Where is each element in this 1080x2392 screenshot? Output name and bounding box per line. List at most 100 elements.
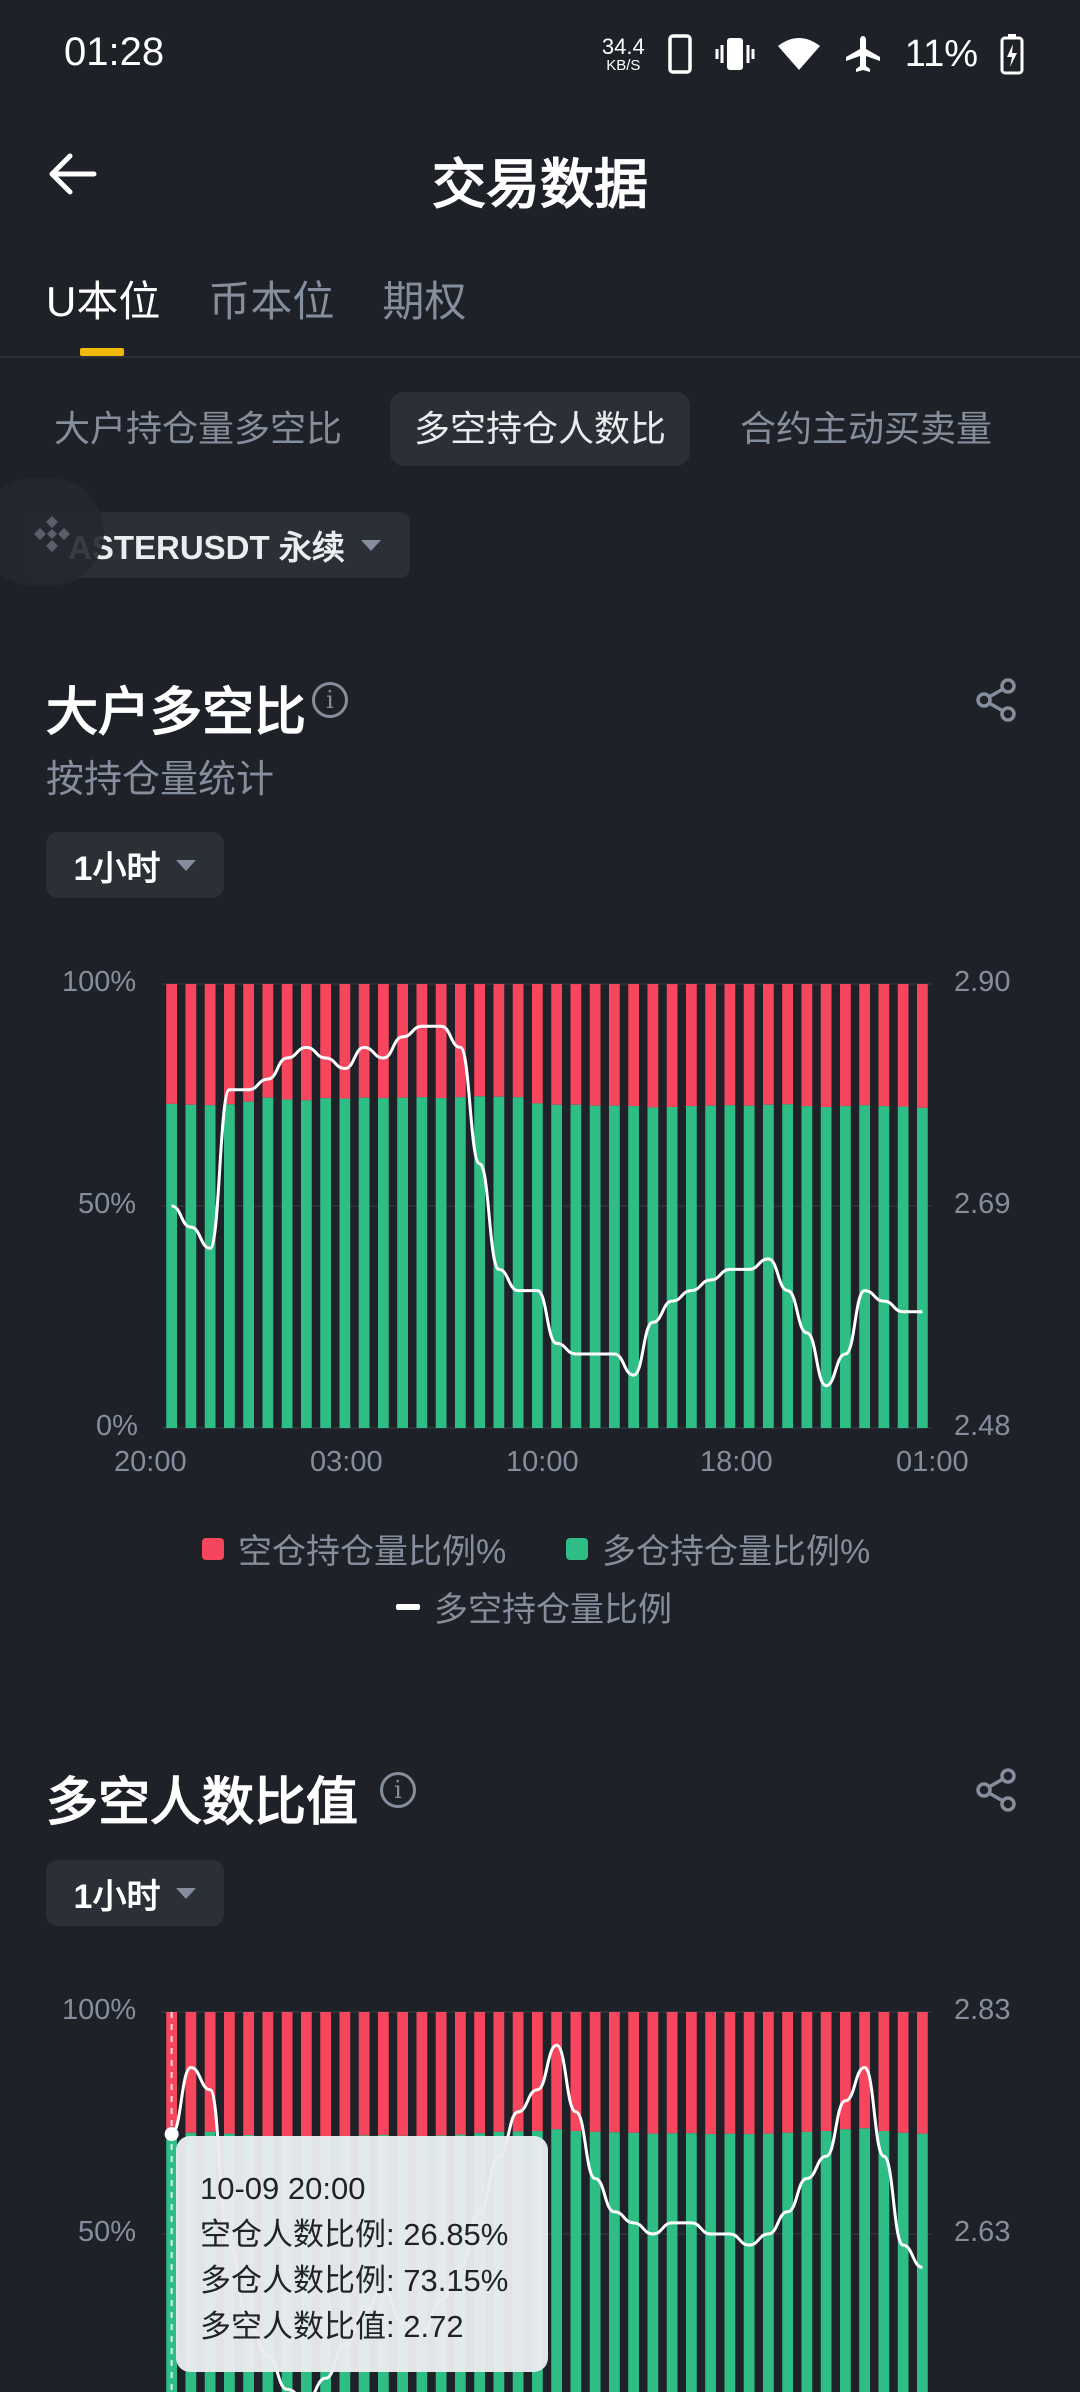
bar-long xyxy=(262,1097,274,1428)
share-icon[interactable] xyxy=(974,678,1018,722)
subtab-top-trader-position-ratio[interactable]: 大户持仓量多空比 xyxy=(54,408,343,449)
tab-u-margined[interactable]: U本位 xyxy=(46,278,161,325)
bar-long xyxy=(782,2132,794,2392)
bar-short xyxy=(281,2012,293,2138)
bar-long xyxy=(801,2131,813,2392)
left-tick-label: 100% xyxy=(62,966,137,998)
bar-long xyxy=(608,2132,620,2392)
bar-short xyxy=(782,984,794,1105)
legend-label-long: 多仓持仓量比例% xyxy=(602,1533,871,1571)
bar-long xyxy=(377,1098,389,1428)
active-tab-indicator xyxy=(80,348,124,356)
bar-short xyxy=(281,984,293,1100)
bar-short xyxy=(358,984,370,1098)
bar-short xyxy=(685,2012,697,2134)
symbol-selector[interactable]: ASTERUSDT 永续 xyxy=(30,512,410,578)
tab-coin-margined[interactable]: 币本位 xyxy=(208,278,335,325)
tooltip-time: 10-09 20:00 xyxy=(200,2171,366,2206)
bar-long xyxy=(916,2133,928,2392)
x-tick-label: 03:00 xyxy=(310,1446,383,1478)
bar-short xyxy=(320,2012,332,2138)
bar-short xyxy=(551,984,563,1105)
bar-long xyxy=(320,1098,332,1428)
info-icon[interactable]: i xyxy=(312,682,348,718)
bar-short xyxy=(743,2012,755,2135)
legend-label-ratio: 多空持仓量比例 xyxy=(434,1591,672,1629)
binance-logo-icon xyxy=(34,516,70,552)
bar-short xyxy=(724,2012,736,2134)
bar-short xyxy=(512,2012,524,2132)
section-title-top-trader-ratio: 大户多空比 xyxy=(46,684,307,742)
bar-short xyxy=(666,2012,678,2134)
bar-long xyxy=(743,2134,755,2392)
interval-selector[interactable]: 1小时 xyxy=(46,1860,224,1926)
bar-short xyxy=(531,2012,543,2131)
right-tick-label: 2.48 xyxy=(954,1410,1011,1442)
bar-short xyxy=(628,2012,640,2133)
interval-selector[interactable]: 1小时 xyxy=(46,832,224,898)
bar-long xyxy=(878,1106,890,1428)
tooltip-short-ratio: 空仓人数比例: 26.85% xyxy=(200,2217,509,2252)
chevron-down-icon xyxy=(176,859,197,871)
bar-short xyxy=(820,2012,832,2131)
subtab-taker-buy-sell-volume[interactable]: 合约主动买卖量 xyxy=(740,408,993,449)
bar-long xyxy=(512,1097,524,1428)
share-icon[interactable] xyxy=(974,1768,1018,1812)
bar-short xyxy=(839,984,851,1107)
bar-long xyxy=(589,2131,601,2392)
bar-short xyxy=(243,2012,255,2135)
bar-long xyxy=(762,1104,774,1428)
floating-assistant-button[interactable] xyxy=(0,478,104,586)
bar-short xyxy=(589,984,601,1106)
bar-short xyxy=(300,984,312,1101)
legend-item-ratio[interactable]: 多空持仓量比例 xyxy=(396,1582,672,1631)
bar-short xyxy=(454,2012,466,2135)
bar-short xyxy=(377,2012,389,2135)
bar-short xyxy=(705,984,717,1106)
symbol-label: ASTERUSDT 永续 xyxy=(68,529,345,566)
bar-short xyxy=(531,984,543,1104)
section-subtitle: 按持仓量统计 xyxy=(46,759,275,801)
crosshair-point xyxy=(164,2127,179,2142)
bar-short xyxy=(454,984,466,1098)
bar-long xyxy=(166,1103,178,1428)
back-arrow-icon[interactable] xyxy=(44,148,104,200)
bar-short xyxy=(859,984,871,1106)
bar-short xyxy=(628,984,640,1107)
bar-long xyxy=(570,2130,582,2392)
bar-long xyxy=(435,1098,447,1428)
page-title: 交易数据 xyxy=(432,155,648,215)
bar-short xyxy=(705,2012,717,2135)
bar-short xyxy=(262,2012,274,2137)
interval-label: 1小时 xyxy=(73,1877,161,1916)
bar-short xyxy=(339,2012,351,2137)
bar-long xyxy=(685,2133,697,2392)
bar-short xyxy=(743,984,755,1106)
info-icon[interactable]: i xyxy=(380,1772,416,1808)
tab-options[interactable]: 期权 xyxy=(382,278,467,325)
bar-long xyxy=(724,2133,736,2392)
bar-long xyxy=(839,2129,851,2392)
bar-long xyxy=(454,1097,466,1428)
legend-item-short[interactable]: 空仓持仓量比例% xyxy=(202,1524,506,1573)
bar-long xyxy=(339,1098,351,1428)
tooltip-ls-ratio: 多空人数比值: 2.72 xyxy=(200,2309,464,2344)
bar-long xyxy=(166,2131,178,2392)
bar-long xyxy=(628,2132,640,2392)
bar-short xyxy=(878,984,890,1107)
legend-item-long[interactable]: 多仓持仓量比例% xyxy=(566,1524,870,1573)
bar-short xyxy=(762,2012,774,2134)
bar-long xyxy=(897,1106,909,1428)
bar-short xyxy=(570,2012,582,2131)
bar-short xyxy=(762,984,774,1105)
bar-short xyxy=(608,2012,620,2133)
bar-long xyxy=(204,1105,216,1428)
left-tick-label: 50% xyxy=(78,2216,137,2248)
bar-long xyxy=(493,1096,505,1428)
bar-long xyxy=(666,2133,678,2392)
bar-short xyxy=(666,984,678,1107)
subtab-long-short-account-ratio[interactable]: 多空持仓人数比 xyxy=(390,392,691,466)
right-tick-label: 2.63 xyxy=(954,2216,1011,2248)
chart-tooltip: 10-09 20:00 空仓人数比例: 26.85% 多仓人数比例: 73.15… xyxy=(176,2136,548,2372)
